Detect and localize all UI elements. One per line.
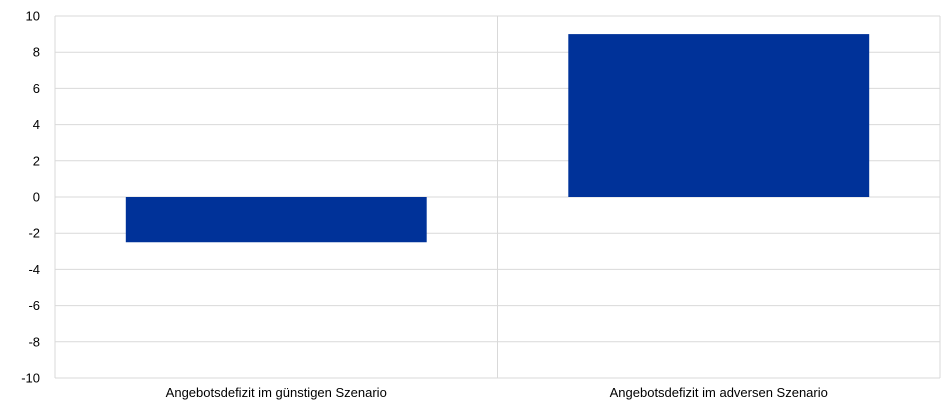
y-tick-label: 8 bbox=[33, 45, 40, 60]
bar-0 bbox=[125, 197, 427, 243]
bars bbox=[125, 34, 870, 243]
y-tick-label: -2 bbox=[28, 226, 40, 241]
y-tick-label: -10 bbox=[21, 371, 40, 386]
y-tick-label: 4 bbox=[33, 117, 40, 132]
y-tick-label: 6 bbox=[33, 81, 40, 96]
y-tick-label: 2 bbox=[33, 153, 40, 168]
y-tick-label: 10 bbox=[26, 9, 40, 24]
y-axis-tick-labels: 10 8 6 4 2 0 -2 -4 -6 -8 -10 bbox=[21, 9, 40, 386]
x-axis-category-labels: Angebotsdefizit im günstigen Szenario Ang… bbox=[166, 385, 828, 400]
y-tick-label: 0 bbox=[33, 190, 40, 205]
y-tick-label: -6 bbox=[28, 298, 40, 313]
y-tick-label: -4 bbox=[28, 262, 40, 277]
x-category-label: Angebotsdefizit im adversen Szenario bbox=[610, 385, 828, 400]
bar-1 bbox=[568, 34, 870, 197]
x-category-label: Angebotsdefizit im günstigen Szenario bbox=[166, 385, 387, 400]
y-tick-label: -8 bbox=[28, 334, 40, 349]
